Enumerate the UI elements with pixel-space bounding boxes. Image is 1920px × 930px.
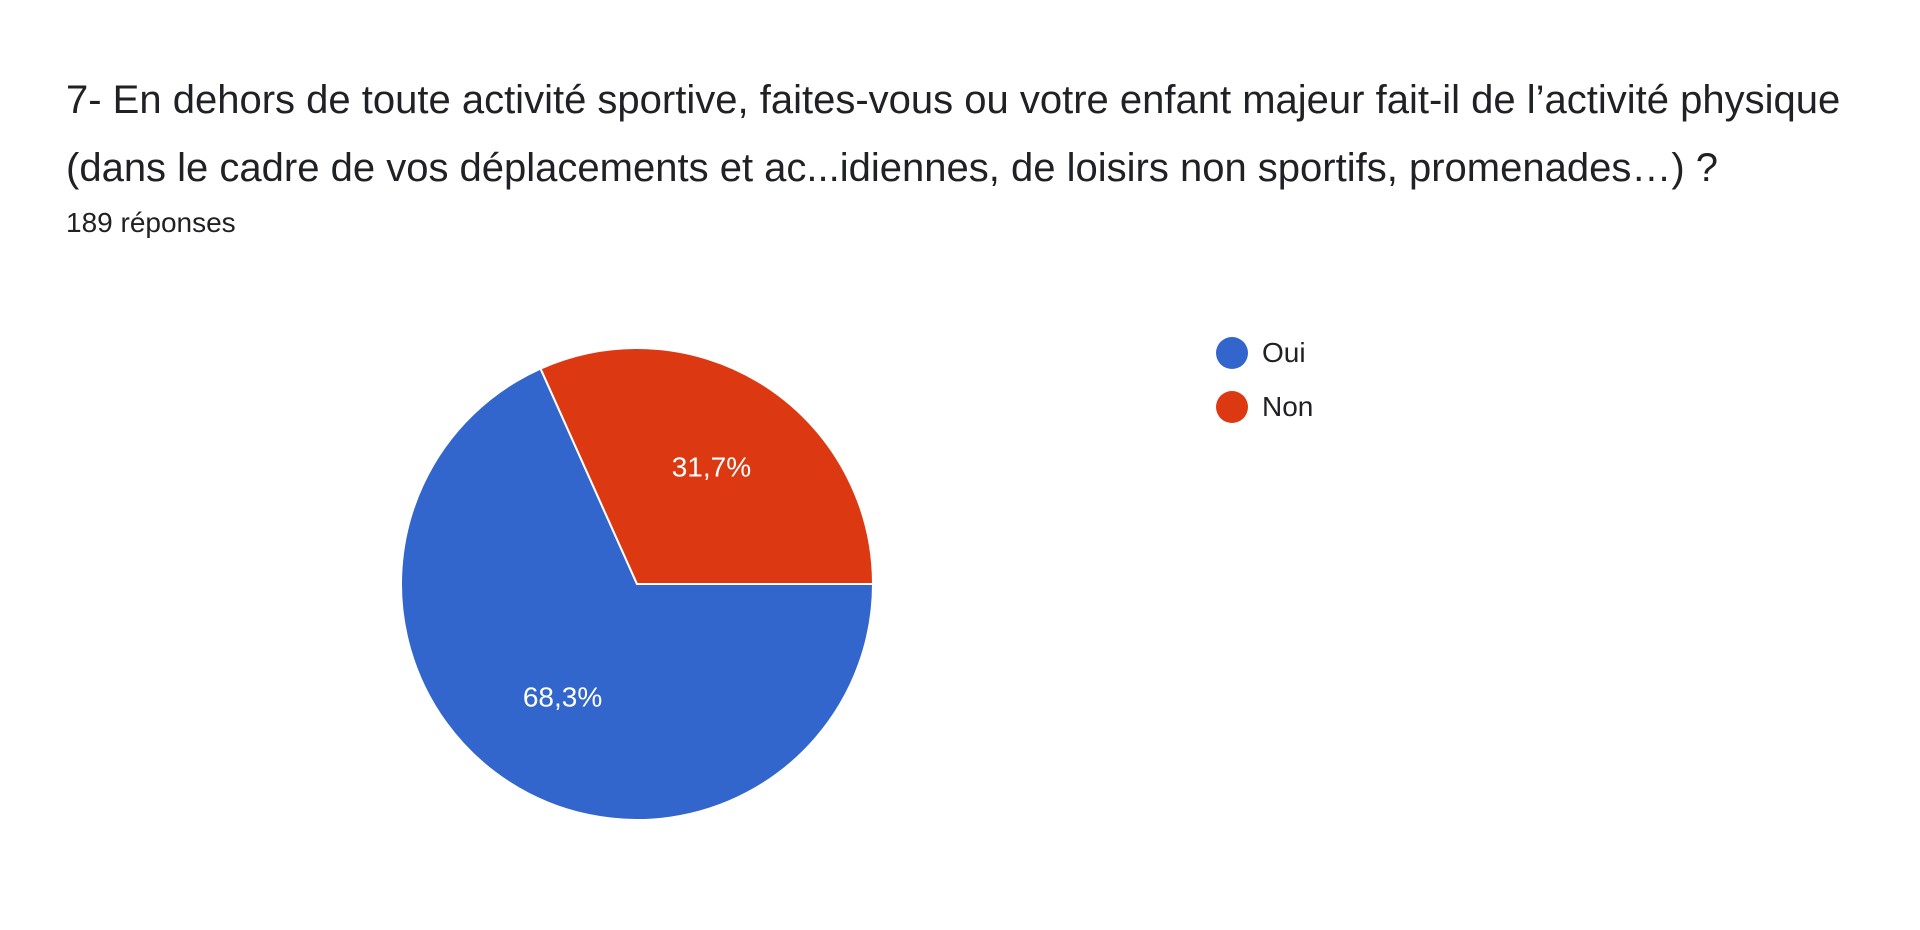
legend-item-non[interactable]: Non — [1216, 380, 1313, 434]
slice-label-oui: 68,3% — [523, 681, 602, 712]
pie-slice-oui[interactable] — [400, 367, 875, 821]
legend-label-non: Non — [1262, 391, 1314, 422]
chart-legend: Oui Non — [1216, 326, 1313, 434]
legend-dot-oui — [1216, 337, 1248, 369]
pie-slice-non[interactable] — [539, 347, 875, 585]
legend-dot-non — [1216, 391, 1248, 423]
response-count: 189 réponses — [66, 207, 236, 238]
legend-label-oui: Oui — [1262, 337, 1306, 368]
slice-label-non: 31,7% — [672, 452, 751, 483]
question-title: 7- En dehors de toute activité sportive,… — [66, 78, 1841, 190]
legend-item-oui[interactable]: Oui — [1216, 326, 1313, 380]
